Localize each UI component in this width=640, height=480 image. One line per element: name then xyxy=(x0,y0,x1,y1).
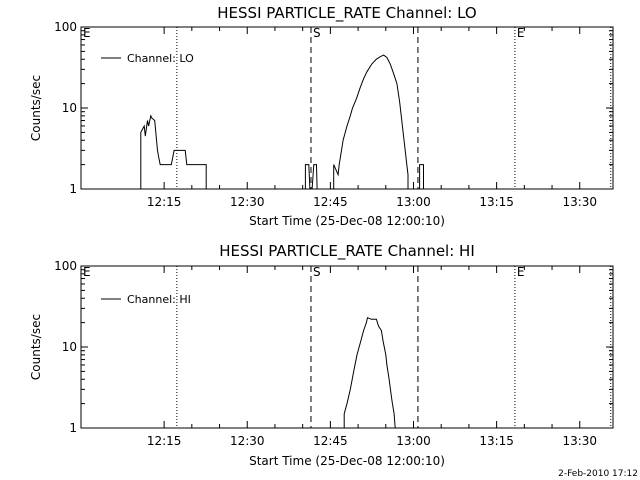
x-tick-label: 13:00 xyxy=(396,195,431,209)
y-tick-label: 10 xyxy=(62,340,77,354)
y-tick-label: 10 xyxy=(62,101,77,115)
marker-label: S xyxy=(313,26,321,40)
y-tick-label: 100 xyxy=(54,259,77,273)
marker-label: E xyxy=(83,26,91,40)
y-tick-label: 1 xyxy=(69,182,77,196)
chart-panel-hi: HESSI PARTICLE_RATE Channel: HI E S E 12:1… xyxy=(29,242,614,468)
x-tick-label: 13:00 xyxy=(396,434,431,448)
x-tick-label: 12:15 xyxy=(147,434,182,448)
axis-ticks: 12:15 12:30 12:45 13:00 13:15 13:30 1 10 100 xyxy=(54,20,613,209)
series-line xyxy=(304,164,321,190)
x-axis-label: Start Time (25-Dec-08 12:00:10) xyxy=(249,214,445,228)
x-tick-label: 12:30 xyxy=(230,434,265,448)
x-tick-label: 12:45 xyxy=(313,195,348,209)
legend-label: Channel: LO xyxy=(127,52,194,65)
series-line xyxy=(419,164,424,189)
chart-panel-lo: HESSI PARTICLE_RATE Channel: LO E S E 12:1… xyxy=(29,4,614,228)
x-tick-label: 13:30 xyxy=(562,195,597,209)
y-axis-label: Counts/sec xyxy=(29,314,43,380)
x-tick-label: 12:30 xyxy=(230,195,265,209)
marker-label: S xyxy=(313,265,321,279)
footer-timestamp: 2-Feb-2010 17:12 xyxy=(558,469,638,479)
y-tick-label: 1 xyxy=(69,421,77,435)
legend-label: Channel: HI xyxy=(127,293,191,306)
axis-ticks: 12:15 12:30 12:45 13:00 13:15 13:30 1 10 100 xyxy=(54,259,613,448)
series-line xyxy=(140,114,207,189)
chart-title: HESSI PARTICLE_RATE Channel: HI xyxy=(219,242,475,261)
marker-label: E xyxy=(517,265,525,279)
y-axis-label: Counts/sec xyxy=(29,75,43,141)
series-line xyxy=(343,317,396,429)
legend: Channel: LO xyxy=(101,52,194,65)
marker-label: E xyxy=(517,26,525,40)
legend: Channel: HI xyxy=(101,293,191,306)
x-tick-label: 13:30 xyxy=(562,434,597,448)
chart-title: HESSI PARTICLE_RATE Channel: LO xyxy=(217,4,476,23)
marker-label: E xyxy=(83,265,91,279)
x-axis-label: Start Time (25-Dec-08 12:00:10) xyxy=(249,454,445,468)
x-tick-label: 13:15 xyxy=(479,434,514,448)
x-tick-label: 13:15 xyxy=(479,195,514,209)
series-lines xyxy=(140,54,424,190)
x-tick-label: 12:15 xyxy=(147,195,182,209)
series-line xyxy=(333,54,416,190)
x-tick-label: 12:45 xyxy=(313,434,348,448)
y-tick-label: 100 xyxy=(54,20,77,34)
series-lines xyxy=(343,317,396,429)
